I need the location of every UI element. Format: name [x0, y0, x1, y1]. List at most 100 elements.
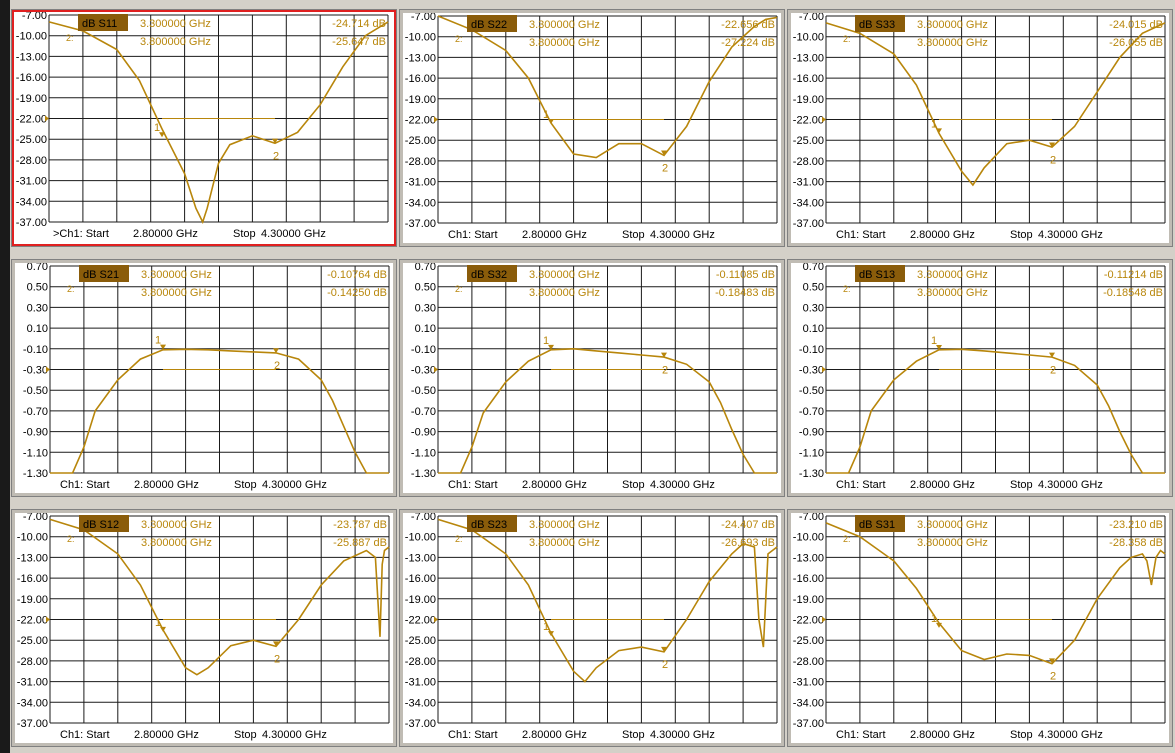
- marker-readout-index: 2:: [67, 284, 75, 294]
- marker-1-value: -22.656 dB: [721, 19, 775, 31]
- stimulus-start-label: Ch1: Start: [836, 729, 886, 741]
- stimulus-stop-value: 4.30000 GHz: [650, 729, 715, 741]
- y-tick-label: 0.30: [415, 302, 436, 314]
- plot-grid: [825, 15, 1166, 224]
- y-tick-label: -37.00: [793, 718, 824, 730]
- marker-2-label: 2: [662, 163, 668, 175]
- marker-2-triangle: [661, 150, 667, 156]
- chart-panel-db-s11[interactable]: -7.00 -10.00 -13.00 -16.00 -19.00 -22.00 -25.0…: [11, 9, 397, 247]
- y-tick-label: -7.00: [799, 513, 824, 523]
- y-tick-label: -0.70: [799, 406, 824, 418]
- marker-1-value: -0.11085 dB: [716, 269, 775, 281]
- chart-panel-db-s13[interactable]: 0.70 0.50 0.30 0.10 -0.10 -0.30 -0.50 -0.70 -0.9…: [787, 259, 1173, 497]
- y-tick-label: -0.30: [411, 365, 436, 377]
- chart-svg: 0.70 0.50 0.30 0.10 -0.10 -0.30 -0.50 -0.70 -0.9…: [23, 263, 390, 491]
- plot-grid: [825, 515, 1166, 724]
- y-tick-label: -31.00: [16, 176, 47, 188]
- chart-svg: -7.00 -10.00 -13.00 -16.00 -19.00 -22.00 -25.0…: [17, 513, 390, 741]
- marker-1-value: -24.407 dB: [721, 519, 775, 531]
- stimulus-start-value: 2.80000 GHz: [522, 479, 587, 491]
- chart-panel-db-s23[interactable]: -7.00 -10.00 -13.00 -16.00 -19.00 -22.00 -25.0…: [399, 509, 785, 747]
- marker-1-value: -24.714 dB: [332, 18, 386, 30]
- y-tick-label: -37.00: [16, 217, 47, 229]
- y-tick-label: -16.00: [793, 73, 824, 85]
- marker-1-triangle: [159, 132, 165, 138]
- marker-readout-index: 2:: [67, 534, 75, 544]
- marker-1-label: 1: [155, 335, 161, 347]
- chart-svg: -7.00 -10.00 -13.00 -16.00 -19.00 -22.00 -25.0…: [793, 513, 1166, 741]
- y-tick-label: -25.00: [17, 635, 48, 647]
- y-tick-label: -19.00: [16, 93, 47, 105]
- stimulus-stop-label: Stop: [622, 479, 645, 491]
- marker-1-frequency: 3.300000 GHz: [917, 19, 988, 31]
- trace-line: [48, 21, 389, 225]
- stimulus-stop-value: 4.30000 GHz: [1038, 479, 1103, 491]
- y-tick-label: -19.00: [793, 594, 824, 606]
- y-tick-label: -10.00: [17, 532, 48, 544]
- stimulus-start-value: 2.80000 GHz: [522, 729, 587, 741]
- y-tick-label: -16.00: [17, 573, 48, 585]
- marker-1-frequency: 3.300000 GHz: [529, 269, 600, 281]
- stimulus-start-value: 2.80000 GHz: [910, 479, 975, 491]
- marker-1-frequency: 3.300000 GHz: [529, 19, 600, 31]
- marker-2-value: -25.887 dB: [333, 537, 387, 549]
- stimulus-start-label: Ch1: Start: [448, 729, 498, 741]
- marker-1-label: 1: [154, 122, 160, 134]
- marker-2-frequency: 3.800000 GHz: [917, 537, 988, 549]
- y-tick-label: -25.00: [793, 635, 824, 647]
- y-tick-label: -25.00: [405, 635, 436, 647]
- marker-1-value: -0.10764 dB: [327, 269, 387, 281]
- plot-grid: [825, 265, 1166, 474]
- stimulus-start-label: Ch1: Start: [836, 229, 886, 241]
- y-tick-label: -34.00: [793, 697, 824, 709]
- y-tick-label: -31.00: [793, 177, 824, 189]
- marker-2-frequency: 3.800000 GHz: [917, 37, 988, 49]
- marker-readout-index: 2:: [843, 34, 851, 44]
- reference-level-arrow: [434, 616, 438, 623]
- y-tick-label: -37.00: [405, 218, 436, 230]
- y-tick-label: -13.00: [16, 51, 47, 63]
- marker-1-triangle: [160, 626, 166, 632]
- y-tick-label: -22.00: [17, 615, 48, 627]
- y-tick-label: -22.00: [793, 115, 824, 127]
- reference-level-arrow: [434, 366, 438, 373]
- marker-1-frequency: 3.300000 GHz: [917, 269, 988, 281]
- marker-1-value: -24.015 dB: [1109, 19, 1163, 31]
- marker-2-triangle: [273, 348, 279, 354]
- chart-panel-db-s31[interactable]: -7.00 -10.00 -13.00 -16.00 -19.00 -22.00 -25.0…: [787, 509, 1173, 747]
- marker-1-label: 1: [155, 617, 161, 629]
- y-tick-label: -28.00: [17, 656, 48, 668]
- chart-panel-db-s12[interactable]: -7.00 -10.00 -13.00 -16.00 -19.00 -22.00 -25.0…: [11, 509, 397, 747]
- y-tick-label: -1.30: [799, 468, 824, 480]
- y-tick-label: -16.00: [405, 73, 436, 85]
- y-tick-label: -7.00: [22, 12, 47, 22]
- y-tick-label: -0.10: [23, 344, 48, 356]
- y-tick-label: -22.00: [793, 615, 824, 627]
- marker-2-value: -26.055 dB: [1109, 37, 1163, 49]
- y-tick-label: -34.00: [405, 197, 436, 209]
- marker-1-frequency: 3.300000 GHz: [529, 519, 600, 531]
- chart-panel-db-s21[interactable]: 0.70 0.50 0.30 0.10 -0.10 -0.30 -0.50 -0.70 -0.9…: [11, 259, 397, 497]
- trace-name: dB S11: [82, 18, 117, 30]
- trace-name: dB S32: [471, 269, 507, 281]
- marker-2-triangle: [1049, 658, 1055, 664]
- y-tick-label: 0.50: [27, 282, 48, 294]
- marker-readout-index: 2:: [455, 534, 463, 544]
- stimulus-stop-label: Stop: [234, 729, 257, 741]
- marker-1-value: -0.11214 dB: [1104, 269, 1163, 281]
- stimulus-start-value: 2.80000 GHz: [134, 729, 199, 741]
- y-tick-label: 0.70: [803, 263, 824, 273]
- trace-line: [826, 348, 1165, 474]
- y-tick-label: -28.00: [405, 656, 436, 668]
- marker-2-label: 2: [662, 365, 668, 377]
- marker-2-triangle: [1049, 352, 1055, 358]
- trace-line: [825, 522, 1166, 665]
- y-tick-label: -37.00: [405, 718, 436, 730]
- marker-1-label: 1: [543, 335, 549, 347]
- trace-name: dB S31: [859, 519, 895, 531]
- y-tick-label: -7.00: [23, 513, 48, 523]
- chart-panel-db-s32[interactable]: 0.70 0.50 0.30 0.10 -0.10 -0.30 -0.50 -0.70 -0.9…: [399, 259, 785, 497]
- chart-panel-db-s33[interactable]: -7.00 -10.00 -13.00 -16.00 -19.00 -22.00 -25.0…: [787, 9, 1173, 247]
- chart-panel-db-s22[interactable]: -7.00 -10.00 -13.00 -16.00 -19.00 -22.00 -25.0…: [399, 9, 785, 247]
- stimulus-start-value: 2.80000 GHz: [910, 729, 975, 741]
